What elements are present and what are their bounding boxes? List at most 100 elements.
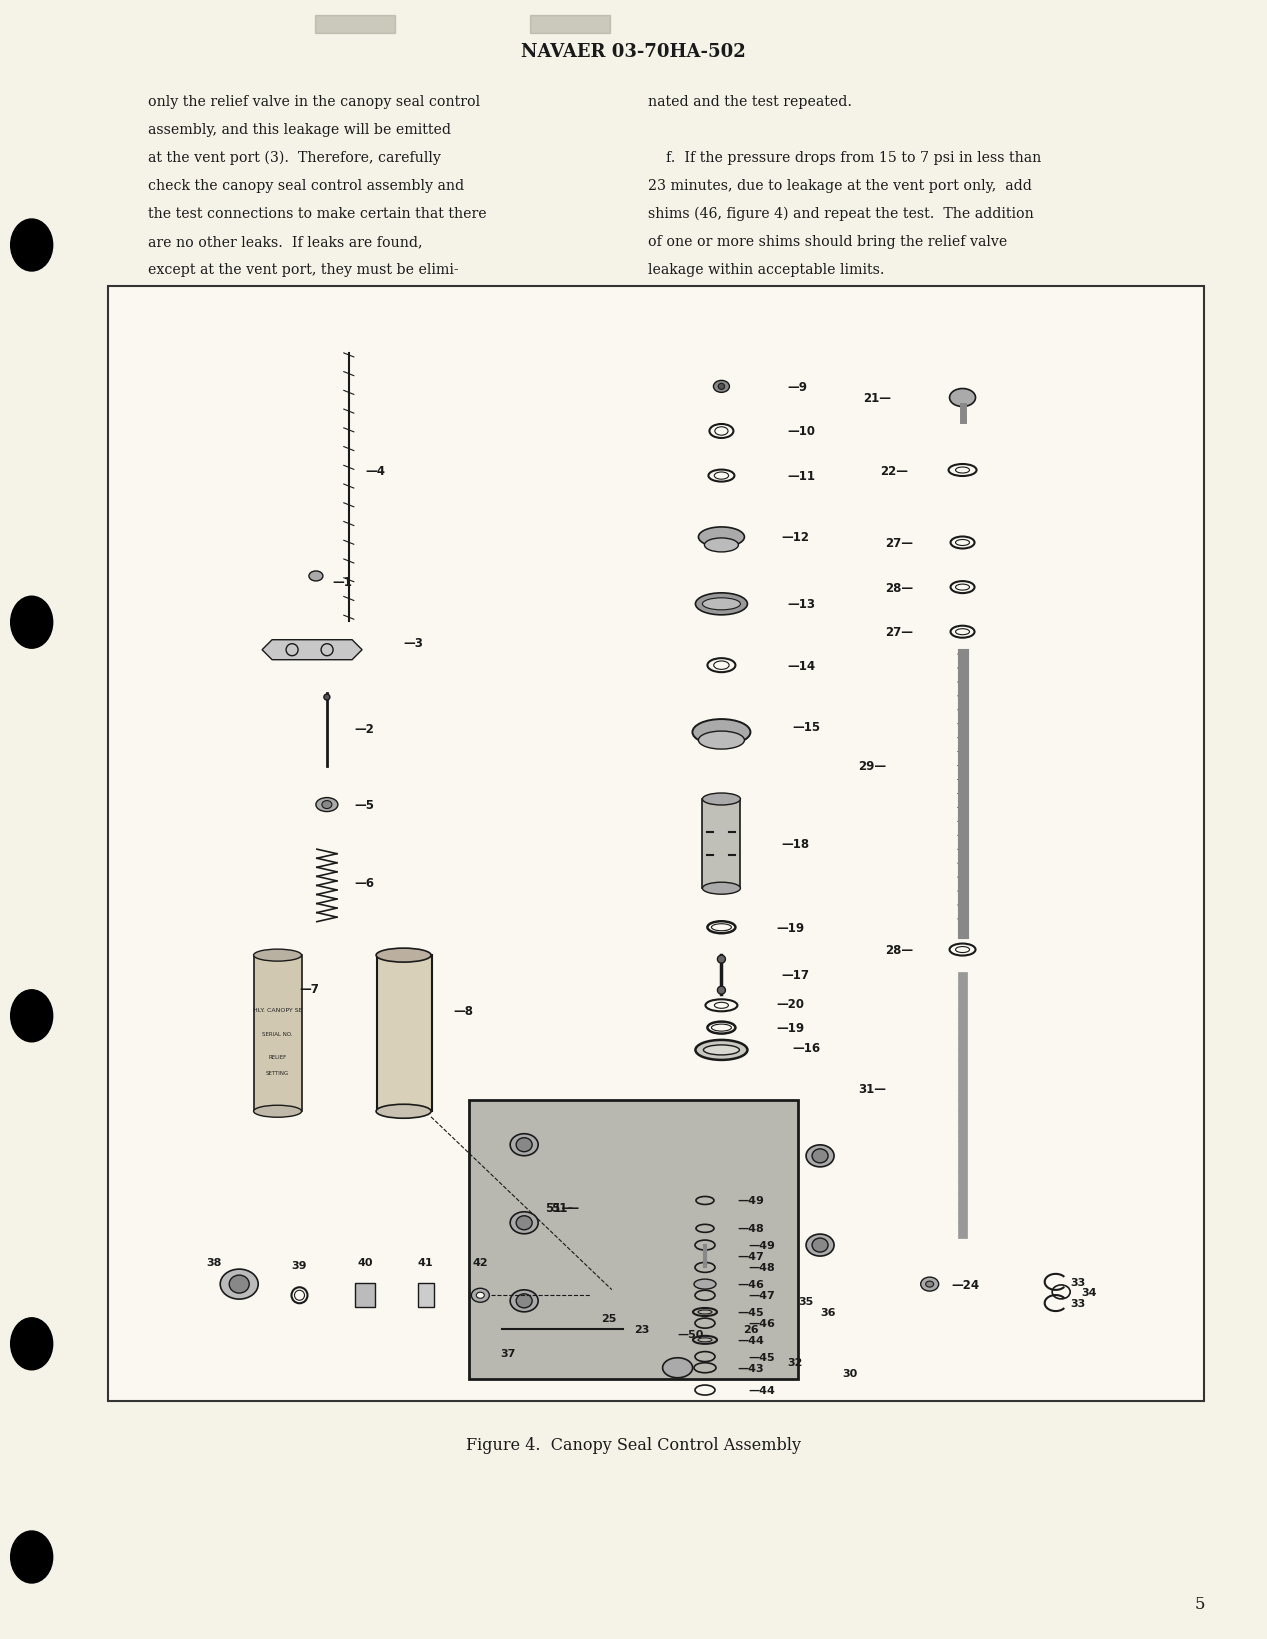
Text: —9: —9: [787, 380, 807, 393]
Text: —6: —6: [355, 877, 374, 890]
Ellipse shape: [698, 731, 745, 749]
Text: 39: 39: [291, 1260, 307, 1270]
Text: 40: 40: [357, 1257, 372, 1267]
Text: —7: —7: [299, 982, 319, 995]
Text: —45: —45: [737, 1308, 764, 1318]
Text: —44: —44: [737, 1336, 765, 1346]
Ellipse shape: [702, 598, 740, 610]
Ellipse shape: [10, 220, 53, 272]
Text: 28—: 28—: [886, 582, 914, 595]
Ellipse shape: [10, 1318, 53, 1370]
Ellipse shape: [921, 1277, 939, 1292]
Ellipse shape: [717, 956, 726, 964]
Text: 51—: 51—: [545, 1201, 574, 1214]
Ellipse shape: [698, 528, 745, 547]
Ellipse shape: [806, 1146, 834, 1167]
Ellipse shape: [253, 1106, 302, 1118]
Text: 22—: 22—: [879, 464, 907, 477]
Bar: [530, 16, 611, 34]
Bar: [253, 956, 302, 1111]
Text: —15: —15: [793, 721, 821, 734]
Text: 28—: 28—: [886, 944, 914, 957]
Ellipse shape: [309, 572, 323, 582]
Ellipse shape: [717, 987, 726, 995]
Text: 36: 36: [820, 1308, 835, 1318]
Text: 32: 32: [787, 1357, 802, 1367]
Text: —48: —48: [749, 1262, 775, 1272]
Text: RELIEF: RELIEF: [269, 1054, 286, 1059]
Ellipse shape: [315, 798, 338, 811]
Ellipse shape: [511, 1134, 538, 1155]
Ellipse shape: [702, 883, 740, 895]
Text: —43: —43: [737, 1364, 764, 1373]
Ellipse shape: [322, 801, 332, 810]
Text: —13: —13: [787, 598, 815, 611]
Text: 23: 23: [634, 1324, 649, 1334]
Text: 21—: 21—: [863, 392, 891, 405]
Ellipse shape: [376, 1105, 431, 1118]
Text: —19: —19: [777, 1021, 805, 1034]
Text: —49: —49: [749, 1241, 775, 1251]
Text: —1: —1: [332, 575, 352, 588]
Text: the test connections to make certain that there: the test connections to make certain tha…: [148, 207, 487, 221]
Text: 26: 26: [744, 1324, 759, 1334]
Ellipse shape: [516, 1216, 532, 1229]
Text: SERIAL NO.: SERIAL NO.: [262, 1031, 293, 1036]
Text: are no other leaks.  If leaks are found,: are no other leaks. If leaks are found,: [148, 234, 422, 249]
Text: 31—: 31—: [858, 1083, 886, 1096]
Bar: [314, 16, 395, 34]
Ellipse shape: [10, 990, 53, 1042]
Text: —3: —3: [404, 638, 423, 651]
Text: 5: 5: [1195, 1595, 1205, 1613]
Text: —10: —10: [787, 425, 815, 438]
Text: of one or more shims should bring the relief valve: of one or more shims should bring the re…: [647, 234, 1007, 249]
Ellipse shape: [511, 1290, 538, 1313]
Ellipse shape: [703, 1046, 740, 1056]
Text: f.  If the pressure drops from 15 to 7 psi in less than: f. If the pressure drops from 15 to 7 ps…: [647, 151, 1041, 166]
Text: —12: —12: [782, 531, 810, 544]
Text: 42: 42: [473, 1257, 488, 1267]
Text: —49: —49: [737, 1196, 765, 1206]
Ellipse shape: [704, 539, 739, 552]
Polygon shape: [262, 641, 362, 661]
Text: 27—: 27—: [886, 536, 914, 549]
Text: 34: 34: [1081, 1287, 1096, 1296]
Ellipse shape: [10, 597, 53, 649]
Ellipse shape: [663, 1359, 693, 1378]
Text: 33: 33: [1071, 1298, 1086, 1308]
Text: HLY. CANOPY SE: HLY. CANOPY SE: [253, 1008, 303, 1013]
Text: 41: 41: [418, 1257, 433, 1267]
Text: 37: 37: [500, 1349, 516, 1359]
Text: —45: —45: [749, 1352, 775, 1362]
Ellipse shape: [812, 1149, 829, 1164]
Bar: [108, 287, 1204, 1401]
Ellipse shape: [806, 1234, 834, 1257]
Text: —46: —46: [749, 1318, 775, 1328]
Ellipse shape: [696, 593, 748, 616]
Ellipse shape: [10, 1531, 53, 1583]
Bar: [702, 800, 740, 888]
Text: —19: —19: [777, 921, 805, 934]
Ellipse shape: [471, 1288, 489, 1303]
Text: —16: —16: [793, 1041, 821, 1054]
Ellipse shape: [220, 1269, 258, 1300]
Text: Figure 4.  Canopy Seal Control Assembly: Figure 4. Canopy Seal Control Assembly: [465, 1436, 801, 1452]
Ellipse shape: [718, 384, 725, 390]
Ellipse shape: [702, 793, 740, 805]
Text: 23 minutes, due to leakage at the vent port only,  add: 23 minutes, due to leakage at the vent p…: [647, 179, 1031, 193]
Text: nated and the test repeated.: nated and the test repeated.: [647, 95, 851, 108]
Ellipse shape: [926, 1282, 934, 1287]
Text: only the relief valve in the canopy seal control: only the relief valve in the canopy seal…: [148, 95, 480, 108]
Text: —24: —24: [952, 1278, 979, 1292]
Text: 29—: 29—: [858, 759, 886, 772]
Text: —11: —11: [787, 470, 815, 484]
Ellipse shape: [713, 382, 730, 393]
Ellipse shape: [324, 695, 329, 700]
Text: —17: —17: [782, 969, 810, 982]
Text: —2: —2: [355, 723, 374, 736]
Text: —47: —47: [749, 1290, 775, 1300]
Ellipse shape: [694, 1280, 716, 1290]
Text: leakage within acceptable limits.: leakage within acceptable limits.: [647, 262, 884, 277]
Ellipse shape: [253, 949, 302, 962]
Bar: [418, 1283, 433, 1308]
